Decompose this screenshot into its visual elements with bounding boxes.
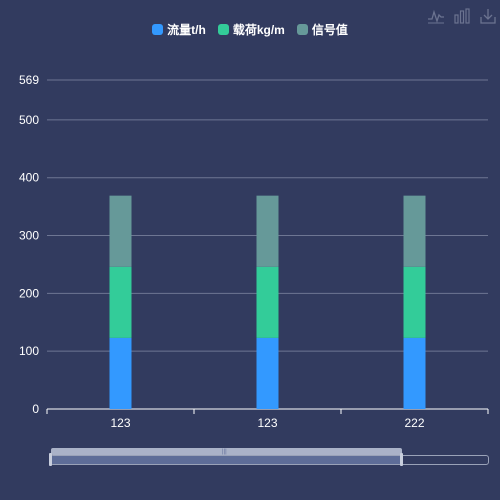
legend-item-load[interactable]: 载荷kg/m xyxy=(217,21,285,38)
x-tick-label: 123 xyxy=(257,416,277,430)
y-tick-label: 0 xyxy=(32,402,39,416)
bar-segment xyxy=(403,266,426,338)
line-chart-icon[interactable] xyxy=(426,6,446,26)
legend-label-flow: 流量t/h xyxy=(167,23,206,37)
bar-segment xyxy=(256,266,279,338)
x-tick-label: 123 xyxy=(110,416,130,430)
download-icon[interactable] xyxy=(478,6,498,26)
toolbox xyxy=(426,6,498,26)
bar-segment xyxy=(256,195,279,267)
datazoom-handle-right[interactable] xyxy=(400,453,403,466)
bar-segment xyxy=(256,337,279,409)
datazoom-move-bar[interactable] xyxy=(51,448,402,455)
legend-item-flow[interactable]: 流量t/h xyxy=(152,21,206,38)
y-tick-label: 200 xyxy=(19,286,39,300)
legend: 流量t/h 载荷kg/m 信号值 xyxy=(0,21,500,38)
datazoom-selected-range[interactable] xyxy=(51,456,402,464)
bar-segment xyxy=(109,195,132,267)
y-tick-label: 300 xyxy=(19,229,39,243)
bar-segment xyxy=(403,195,426,267)
legend-item-signal[interactable]: 信号值 xyxy=(296,21,348,38)
legend-swatch-load xyxy=(217,24,229,35)
legend-label-load: 载荷kg/m xyxy=(232,23,285,37)
y-tick-label: 569 xyxy=(19,73,39,87)
legend-swatch-flow xyxy=(152,24,164,35)
bar-segment xyxy=(109,266,132,338)
legend-label-signal: 信号值 xyxy=(311,23,348,37)
datazoom-grip-icon: ||| xyxy=(222,449,227,455)
bar-segment xyxy=(403,337,426,409)
datazoom-handle-left[interactable] xyxy=(49,453,52,466)
legend-swatch-signal xyxy=(296,24,308,35)
y-tick-label: 100 xyxy=(19,344,39,358)
y-tick-label: 500 xyxy=(19,113,39,127)
x-tick-label: 222 xyxy=(404,416,424,430)
bar-segment xyxy=(109,337,132,409)
y-tick-label: 400 xyxy=(19,171,39,185)
bar-chart-icon[interactable] xyxy=(452,6,472,26)
